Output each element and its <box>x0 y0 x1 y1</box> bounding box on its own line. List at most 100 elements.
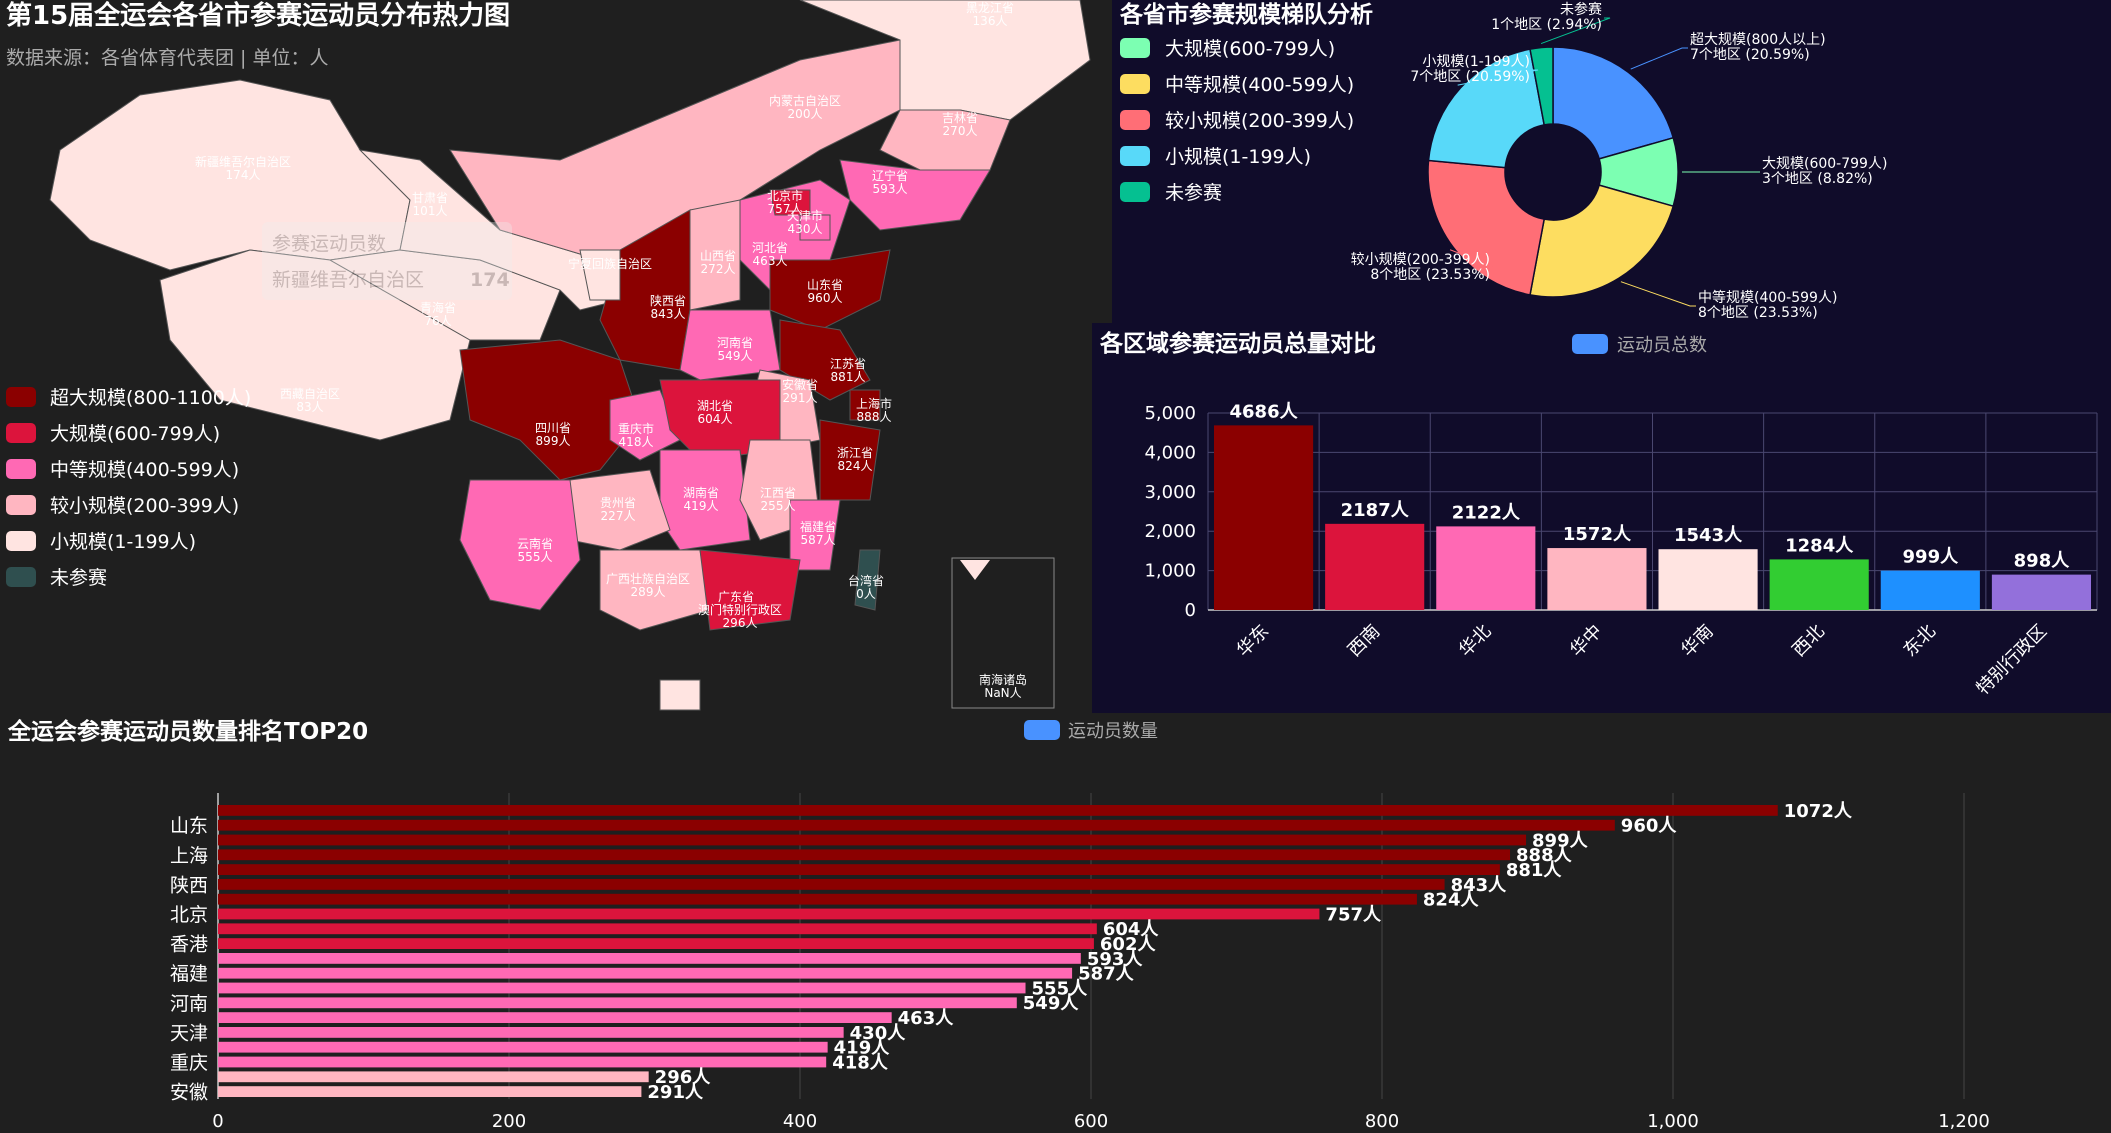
top20-bar[interactable] <box>218 997 1017 1009</box>
top20-bar[interactable] <box>218 1027 844 1038</box>
region-bar[interactable] <box>1325 523 1425 610</box>
top20-value-label: 555人 <box>1032 978 1089 999</box>
donut-slice-label: 小规模(1-199人) 7个地区 (20.59%) <box>1410 54 1530 85</box>
donut-slice[interactable] <box>1529 184 1675 298</box>
map-legend-item[interactable]: 小规模(1-199人) <box>6 531 196 553</box>
map-legend[interactable]: 超大规模(800-1100人) 大规模(600-799人) 中等规模(400-5… <box>6 387 251 589</box>
top20-bar[interactable] <box>218 953 1081 964</box>
top20-bar[interactable] <box>218 1086 642 1097</box>
donut-labels: 超大规模(800人以上) 7个地区 (20.59%) 大规模(600-799人) 3个… <box>1351 1 1888 321</box>
region-bar[interactable] <box>1547 548 1647 610</box>
top20-xtick: 400 <box>783 1111 817 1132</box>
region-bar-title: 各区域参赛运动员总量对比 <box>1099 330 1376 357</box>
map-legend-item[interactable]: 中等规模(400-599人) <box>6 459 239 481</box>
region-bar-legend[interactable]: 运动员总数 <box>1572 334 1707 356</box>
region-bar-chart[interactable]: 各区域参赛运动员总量对比 运动员总数 0 1,000 2,000 3,000 4,000… <box>1092 323 2111 718</box>
map-shapes[interactable] <box>49 0 1091 711</box>
top20-bar[interactable] <box>218 805 1778 816</box>
top20-category-label: 山东 <box>170 815 208 837</box>
region-label-liaoning: 辽宁省 593人 <box>872 168 908 196</box>
map-legend-item[interactable]: 大规模(600-799人) <box>6 423 220 445</box>
top20-value-label: 960人 <box>1621 816 1678 837</box>
region-label-taiwan: 台湾省 0人 <box>848 573 884 601</box>
svg-text:小规模(1-199人): 小规模(1-199人) <box>50 531 196 553</box>
map-region-labels: 黑龙江省 136人 吉林省 270人 辽宁省 593人 内蒙古自治区 200人 北京市 7… <box>195 1 1027 700</box>
top20-value-label: 1072人 <box>1784 801 1853 822</box>
svg-text:较小规模(200-399人): 较小规模(200-399人) <box>50 495 239 517</box>
top20-category-label: 安徽 <box>170 1082 208 1104</box>
china-map[interactable]: 黑龙江省 136人 吉林省 270人 辽宁省 593人 内蒙古自治区 200人 北京市 7… <box>0 0 1112 713</box>
donut-slice-label: 未参赛 1个地区 (2.94%) <box>1491 1 1602 33</box>
map-legend-item[interactable]: 较小规模(200-399人) <box>6 495 239 517</box>
region-bar-value-label: 999人 <box>1903 547 1960 568</box>
top20-bar[interactable] <box>218 923 1097 935</box>
top20-bar[interactable] <box>218 1041 828 1053</box>
top20-category-label: 天津 <box>170 1022 208 1044</box>
donut-leader-line <box>1630 47 1688 70</box>
donut-legend-item[interactable]: 中等规模(400-599人) <box>1120 74 1354 96</box>
top20-bar-chart[interactable]: 全运会参赛运动员数量排名TOP20 运动员数量 0 200 400 600 800 1,0… <box>0 713 2111 1133</box>
top20-bar[interactable] <box>218 1056 827 1068</box>
svg-text:较小规模(200-399人): 较小规模(200-399人) <box>1165 110 1354 132</box>
top20-bar[interactable] <box>218 967 1073 979</box>
region-label-anhui: 安徽省 291人 <box>782 377 818 405</box>
top20-bar[interactable] <box>218 864 1500 875</box>
top20-category-label: 河南 <box>170 993 208 1015</box>
top20-bar[interactable] <box>218 908 1320 920</box>
region-bar[interactable] <box>1769 559 1869 610</box>
region-label-shaanxi: 陕西省 843人 <box>650 293 686 321</box>
top20-bar[interactable] <box>218 1071 649 1083</box>
region-bar-category-label: 华北 <box>1455 621 1495 661</box>
top20-title: 全运会参赛运动员数量排名TOP20 <box>7 718 368 745</box>
donut-legend-item[interactable]: 未参赛 <box>1120 182 1222 204</box>
top20-bar[interactable] <box>218 893 1417 905</box>
region-bar-bars[interactable]: 4686人 2187人 2122人 1572人 1543人 1284人 999人 898人 <box>1214 401 2091 610</box>
region-label-jiangsu: 江苏省 881人 <box>830 357 866 384</box>
donut-slice[interactable] <box>1427 159 1546 296</box>
svg-text:中等规模(400-599人): 中等规模(400-599人) <box>50 459 239 481</box>
top20-bar[interactable] <box>218 849 1511 861</box>
top20-legend[interactable]: 运动员数量 <box>1024 720 1158 742</box>
donut-leader-line <box>1540 17 1611 45</box>
donut-slice[interactable] <box>1427 48 1546 169</box>
region-shape-guangdong <box>699 549 801 631</box>
donut-legend-item[interactable]: 较小规模(200-399人) <box>1120 110 1354 132</box>
donut-chart[interactable]: 各省市参赛规模梯队分析 大规模(600-799人) 中等规模(400-599人)… <box>1112 0 2111 323</box>
region-bar-ytick: 0 <box>1185 600 1196 621</box>
region-bar[interactable] <box>1658 549 1758 610</box>
region-bar[interactable] <box>1214 425 1314 610</box>
region-bar-value-label: 1284人 <box>1785 535 1854 556</box>
donut-slice[interactable] <box>1529 46 1554 126</box>
svg-text:超大规模(800-1100人): 超大规模(800-1100人) <box>50 387 251 409</box>
donut-legend-item[interactable]: 大规模(600-799人) <box>1120 38 1335 60</box>
top20-bar[interactable] <box>218 819 1615 831</box>
top20-bar[interactable] <box>218 982 1026 994</box>
region-bar-ytick: 2,000 <box>1144 521 1196 542</box>
region-bar-category-label: 华东 <box>1233 621 1273 661</box>
region-bar[interactable] <box>1991 574 2091 610</box>
region-bar[interactable] <box>1880 570 1980 610</box>
donut-legend-item[interactable]: 小规模(1-199人) <box>1120 146 1311 168</box>
region-label-ningxia: 宁夏回族自治区 <box>568 256 652 271</box>
region-shape-liaoning <box>839 159 991 231</box>
region-bar-category-label: 华中 <box>1566 621 1606 661</box>
region-shape-ningxia <box>579 249 621 301</box>
region-label-chongqing: 重庆市 418人 <box>618 421 654 449</box>
map-legend-item[interactable]: 未参赛 <box>6 567 107 589</box>
top20-bar[interactable] <box>218 834 1527 846</box>
region-label-tianjin: 天津市 430人 <box>787 208 823 236</box>
donut-slice[interactable] <box>1552 46 1675 160</box>
top20-bar[interactable] <box>218 938 1094 949</box>
region-shape-hainan <box>659 679 701 711</box>
top20-bar[interactable] <box>218 879 1445 890</box>
region-bar[interactable] <box>1436 526 1536 610</box>
region-label-beijing: 北京市 757人 <box>767 188 803 216</box>
top20-value-label: 757人 <box>1325 904 1382 925</box>
map-legend-item[interactable]: 超大规模(800-1100人) <box>6 387 251 409</box>
donut-legend[interactable]: 大规模(600-799人) 中等规模(400-599人) 较小规模(200-39… <box>1120 38 1354 204</box>
donut-slices[interactable] <box>1427 46 1679 298</box>
region-label-guangxi: 广西壮族自治区 289人 <box>606 572 690 599</box>
top20-bar[interactable] <box>218 1012 892 1023</box>
top20-value-label: 419人 <box>834 1038 891 1059</box>
